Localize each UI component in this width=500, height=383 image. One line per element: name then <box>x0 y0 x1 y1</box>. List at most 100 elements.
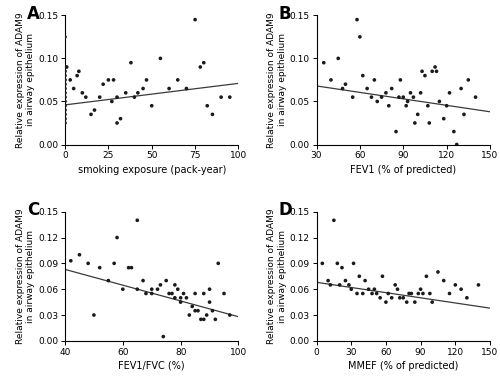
Point <box>372 290 380 296</box>
Point <box>474 282 482 288</box>
Point <box>402 299 410 305</box>
Point <box>168 290 176 296</box>
X-axis label: FEV1 (% of predicted): FEV1 (% of predicted) <box>350 165 457 175</box>
Point <box>353 16 361 23</box>
Point <box>206 286 214 292</box>
Point <box>419 290 427 296</box>
Point <box>345 282 353 288</box>
Point <box>156 282 164 288</box>
Point <box>418 68 426 74</box>
Point <box>180 290 188 296</box>
Point <box>356 273 364 279</box>
Point <box>61 68 69 74</box>
Point <box>450 129 458 135</box>
Point <box>200 60 208 66</box>
Point <box>370 286 378 292</box>
Point <box>385 103 393 109</box>
Point <box>411 299 419 305</box>
Point <box>200 316 208 322</box>
Point <box>104 278 112 284</box>
Point <box>428 299 436 305</box>
Point <box>67 258 75 264</box>
Point <box>364 286 372 292</box>
Point <box>388 85 396 92</box>
Point <box>134 90 142 96</box>
Point <box>176 299 184 305</box>
Point <box>395 94 403 100</box>
Point <box>446 290 454 296</box>
Point <box>182 295 190 301</box>
Point <box>431 64 439 70</box>
Point <box>124 265 132 271</box>
Point <box>436 98 444 105</box>
Point <box>472 94 480 100</box>
Point <box>139 85 147 92</box>
Point <box>191 308 199 314</box>
Point <box>171 282 179 288</box>
Point <box>432 68 440 74</box>
Point <box>156 55 164 61</box>
Point <box>350 260 358 267</box>
Point <box>217 94 225 100</box>
Point <box>116 116 124 122</box>
Point <box>61 111 69 118</box>
Point <box>61 116 69 122</box>
Point <box>104 77 112 83</box>
Point <box>356 34 364 40</box>
Point <box>442 103 450 109</box>
Point <box>326 282 334 288</box>
Point <box>200 290 208 296</box>
Point <box>463 295 471 301</box>
Point <box>220 290 228 296</box>
Point <box>363 85 371 92</box>
Point <box>119 286 127 292</box>
Point <box>376 295 384 301</box>
Point <box>61 98 69 105</box>
Point <box>384 290 392 296</box>
Point <box>396 295 404 301</box>
Text: A: A <box>27 5 40 23</box>
Point <box>148 286 156 292</box>
Point <box>96 265 104 271</box>
X-axis label: FEV1/FVC (%): FEV1/FVC (%) <box>118 361 185 371</box>
Point <box>191 290 199 296</box>
Point <box>90 312 98 318</box>
Point <box>411 120 419 126</box>
Point <box>110 77 118 83</box>
Point <box>338 265 346 271</box>
Point <box>347 286 355 292</box>
Point <box>113 94 121 100</box>
Point <box>61 77 69 83</box>
Point <box>188 303 196 309</box>
Point <box>334 55 342 61</box>
Point <box>336 282 344 288</box>
Point <box>388 295 396 301</box>
Point <box>113 120 121 126</box>
Point <box>128 265 136 271</box>
Point <box>457 286 465 292</box>
Point <box>408 290 416 296</box>
Point <box>396 77 404 83</box>
Point <box>416 286 424 292</box>
Point <box>402 103 410 109</box>
Point <box>61 85 69 92</box>
Point <box>61 103 69 109</box>
Point <box>61 72 69 79</box>
Point <box>174 77 182 83</box>
Point <box>327 77 335 83</box>
Point <box>66 77 74 83</box>
Point <box>61 34 69 40</box>
Point <box>452 282 460 288</box>
Point <box>440 278 448 284</box>
Point <box>382 299 390 305</box>
Point <box>186 312 194 318</box>
Point <box>142 290 150 296</box>
Point <box>99 81 107 87</box>
Point <box>214 260 222 267</box>
Point <box>165 290 173 296</box>
Point <box>342 81 349 87</box>
Point <box>361 278 369 284</box>
Point <box>154 286 162 292</box>
Point <box>404 98 411 105</box>
Point <box>171 295 179 301</box>
